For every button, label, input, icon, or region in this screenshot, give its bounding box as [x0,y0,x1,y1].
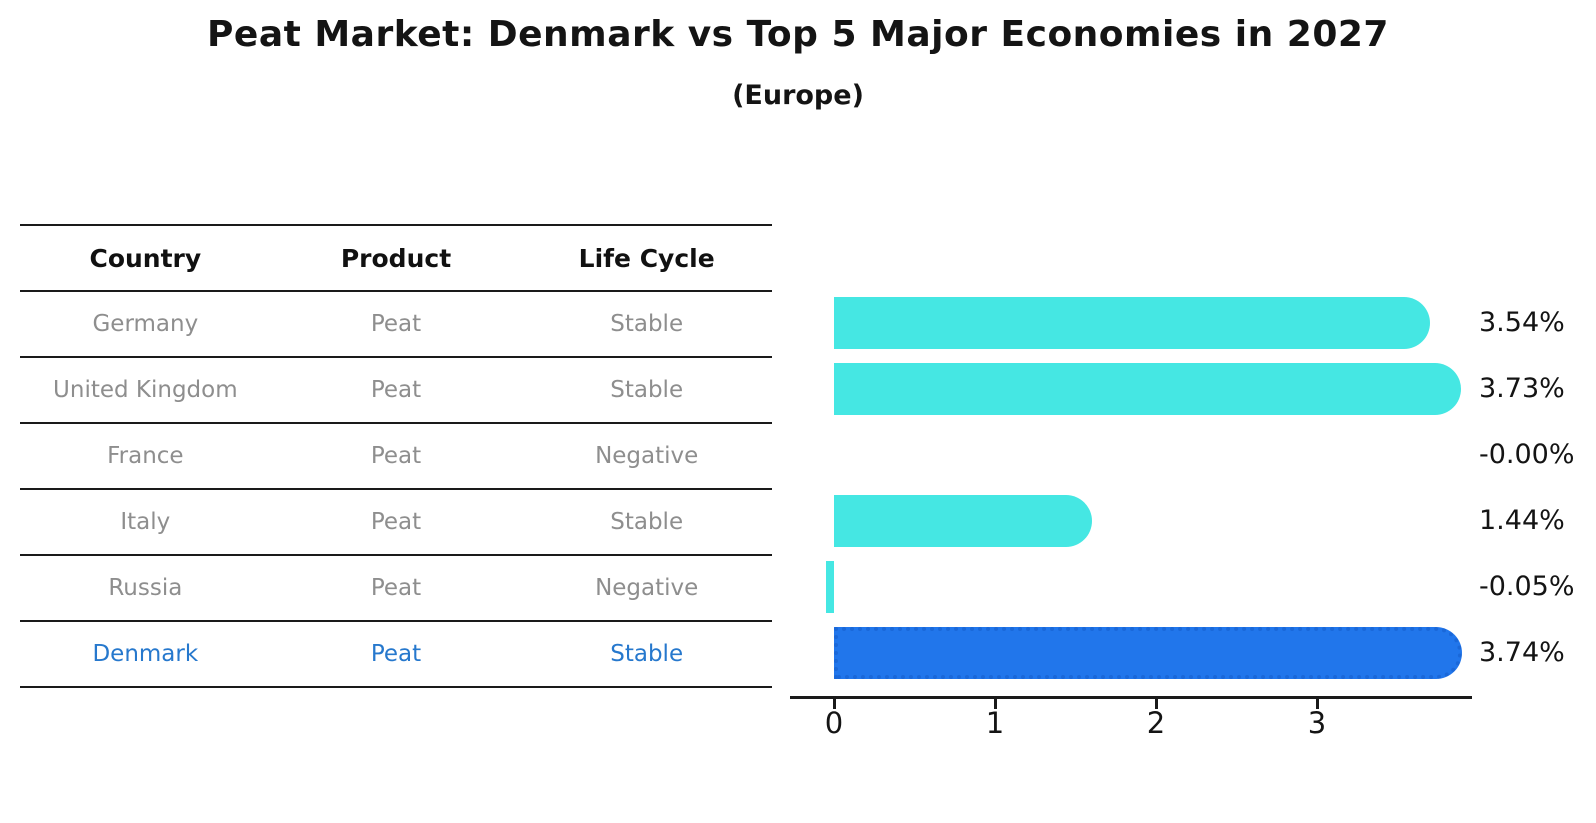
table-row-united-kingdom: United Kingdom Peat Stable [20,358,772,424]
cell-product: Peat [370,509,422,535]
value-label-russia: -0.05% [1479,571,1575,602]
table-row-italy: Italy Peat Stable [20,490,772,556]
bar-united-kingdom [834,363,1461,415]
cell-life-cycle: Negative [595,575,699,601]
table-row-denmark: Denmark Peat Stable [20,622,772,688]
cell-product: Peat [370,443,422,469]
cell-life-cycle: Stable [610,641,684,667]
table-body: Germany Peat Stable United Kingdom Peat Stabl… [20,292,772,688]
bar-italy [834,495,1092,547]
x-tick-label-2: 2 [1146,706,1166,740]
table-row-france: France Peat Negative [20,424,772,490]
value-label-italy: 1.44% [1479,505,1565,536]
cell-product: Peat [370,377,422,403]
cell-life-cycle: Stable [610,311,684,337]
value-label-france: -0.00% [1479,439,1575,470]
cell-country: United Kingdom [53,377,238,403]
column-header-country: Country [89,243,202,273]
value-label-united-kingdom: 3.73% [1479,373,1565,404]
table-header-row: Country Product Life Cycle [20,224,772,292]
bar-russia [826,561,834,613]
chart-title: Peat Market: Denmark vs Top 5 Major Econ… [207,14,1389,55]
column-header-product: Product [340,243,452,273]
x-tick-mark-3 [1316,699,1319,709]
country-table: Country Product Life Cycle Germany Peat Stab… [20,224,772,688]
bar-denmark [834,627,1463,679]
cell-country: Denmark [92,641,199,667]
cell-product: Peat [370,311,422,337]
cell-product: Peat [370,641,422,667]
cell-country: Russia [108,575,183,601]
x-tick-mark-1 [994,699,997,709]
table-row-russia: Russia Peat Negative [20,556,772,622]
x-tick-label-0: 0 [824,706,844,740]
x-tick-label-1: 1 [985,706,1005,740]
cell-life-cycle: Stable [610,377,684,403]
cell-life-cycle: Stable [610,509,684,535]
table-row-germany: Germany Peat Stable [20,292,772,358]
cell-life-cycle: Negative [595,443,699,469]
cell-product: Peat [370,575,422,601]
x-axis-line [790,696,1472,699]
value-label-germany: 3.54% [1479,307,1565,338]
cell-country: Italy [120,509,171,535]
cell-country: France [107,443,184,469]
x-tick-mark-0 [833,699,836,709]
value-label-denmark: 3.74% [1479,637,1565,668]
x-tick-label-3: 3 [1307,706,1327,740]
cell-country: Germany [92,311,199,337]
x-tick-mark-2 [1155,699,1158,709]
bar-germany [834,297,1430,349]
column-header-life-cycle: Life Cycle [578,243,715,273]
chart-subtitle: (Europe) [732,80,864,111]
